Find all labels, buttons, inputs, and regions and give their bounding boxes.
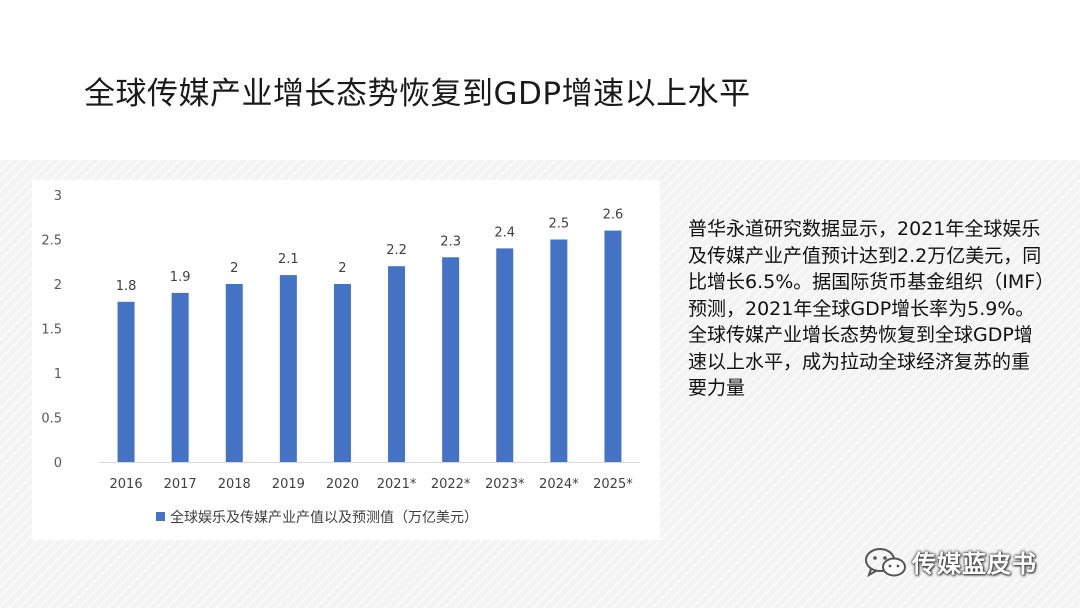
x-tick-label: 2018 bbox=[218, 477, 251, 492]
x-tick-label: 2025* bbox=[593, 477, 633, 492]
x-tick-label: 2021* bbox=[377, 477, 417, 492]
x-tick-label: 2023* bbox=[485, 477, 525, 492]
bar-chart: 0 0.5 1 1.5 2 2.5 3 1.8 2016 1.9 2017 2 2018 2.1 2019 2… bbox=[41, 189, 640, 526]
bar bbox=[279, 275, 297, 462]
wechat-icon bbox=[865, 547, 906, 577]
data-label: 1.8 bbox=[116, 279, 137, 294]
bar bbox=[333, 284, 351, 462]
x-tick-label: 2017 bbox=[164, 477, 197, 492]
bar bbox=[442, 257, 460, 462]
bar bbox=[225, 284, 243, 462]
watermark-text: 传媒蓝皮书 bbox=[912, 550, 1037, 578]
x-tick-label: 2020 bbox=[326, 477, 359, 492]
bar bbox=[117, 301, 135, 462]
data-label: 2.1 bbox=[278, 252, 299, 267]
x-tick-label: 2016 bbox=[110, 477, 143, 492]
data-label: 2.5 bbox=[549, 217, 570, 232]
data-label: 2.6 bbox=[603, 208, 624, 223]
bar bbox=[496, 248, 514, 462]
bar bbox=[388, 266, 406, 462]
bar bbox=[171, 292, 189, 462]
x-tick-label: 2024* bbox=[539, 477, 579, 492]
legend-label: 全球娱乐及传媒产业产值以及预测值（万亿美元） bbox=[170, 509, 478, 526]
x-tick-label: 2019 bbox=[272, 477, 305, 492]
slide-title: 全球传媒产业增长态势恢复到GDP增速以上水平 bbox=[84, 76, 751, 112]
y-tick-label: 0.5 bbox=[41, 412, 62, 427]
x-tick-label: 2022* bbox=[431, 477, 471, 492]
data-label: 2.3 bbox=[440, 234, 461, 249]
y-tick-label: 2.5 bbox=[41, 234, 62, 249]
data-label: 2.4 bbox=[494, 225, 515, 240]
y-tick-label: 2 bbox=[54, 278, 62, 293]
legend-swatch bbox=[156, 512, 165, 521]
data-label: 2.2 bbox=[386, 243, 407, 258]
data-label: 1.9 bbox=[170, 270, 191, 285]
y-tick-label: 1 bbox=[54, 367, 62, 382]
bar bbox=[550, 239, 568, 462]
data-label: 2 bbox=[230, 261, 238, 276]
bar bbox=[604, 230, 622, 462]
description-text: 普华永道研究数据显示，2021年全球娱乐及传媒产业产值预计达到2.2万亿美元，同… bbox=[688, 218, 1045, 399]
chart-card: 0 0.5 1 1.5 2 2.5 3 1.8 2016 1.9 2017 2 2018 2.1 2019 2… bbox=[32, 180, 660, 540]
y-tick-label: 0 bbox=[54, 456, 62, 471]
y-tick-label: 3 bbox=[54, 189, 62, 204]
data-label: 2 bbox=[338, 261, 346, 276]
y-tick-label: 1.5 bbox=[41, 323, 62, 338]
watermark: 传媒蓝皮书 bbox=[862, 544, 1037, 579]
